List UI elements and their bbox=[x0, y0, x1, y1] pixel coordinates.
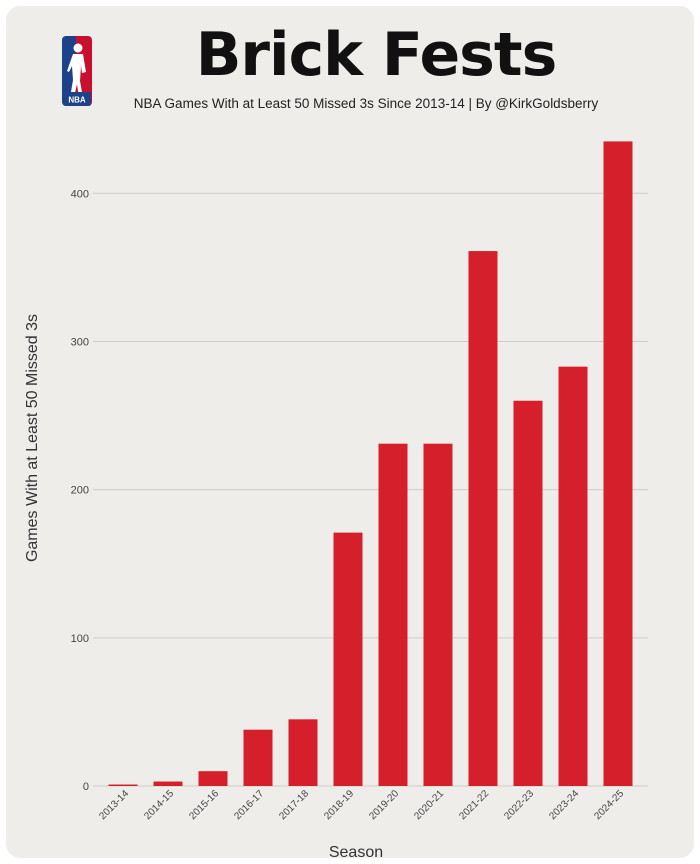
x-tick-label: 2024-25 bbox=[592, 788, 626, 822]
y-tick-labels: 0 100 200 300 400 bbox=[71, 188, 89, 793]
bars bbox=[108, 141, 633, 787]
y-axis-label: Games With at Least 50 Missed 3s bbox=[24, 314, 41, 562]
x-tick-label: 2018-19 bbox=[322, 788, 356, 822]
bar-2018-19 bbox=[333, 532, 363, 786]
x-tick-label: 2019-20 bbox=[367, 788, 401, 822]
chart-title: Brick Fests bbox=[195, 20, 558, 90]
x-tick-label: 2020-21 bbox=[412, 788, 446, 822]
bar-2019-20 bbox=[378, 443, 408, 786]
x-tick-label: 2022-23 bbox=[502, 788, 536, 822]
x-tick-label: 2014-15 bbox=[142, 788, 176, 822]
grid-lines bbox=[93, 192, 648, 787]
bar-2022-23 bbox=[513, 400, 543, 786]
x-axis-label: Season bbox=[329, 844, 383, 861]
x-tick-label: 2017-18 bbox=[277, 788, 311, 822]
bar-2024-25 bbox=[603, 141, 633, 787]
x-tick-label: 2016-17 bbox=[232, 788, 266, 822]
x-tick-labels: 2013-14 2014-15 2015-16 2016-17 2017-18 2018-… bbox=[97, 788, 626, 822]
bar-2013-14 bbox=[108, 784, 138, 786]
y-tick-label: 200 bbox=[71, 485, 89, 497]
bar-2015-16 bbox=[198, 771, 228, 786]
nba-logo-text: NBA bbox=[68, 96, 86, 105]
chart-subtitle: NBA Games With at Least 50 Missed 3s Sin… bbox=[133, 96, 599, 111]
bar-2023-24 bbox=[558, 366, 588, 786]
bar-2014-15 bbox=[153, 781, 183, 786]
bar-2020-21 bbox=[423, 443, 453, 786]
x-tick-label: 2013-14 bbox=[97, 788, 131, 822]
bar-2017-18 bbox=[288, 719, 318, 786]
x-tick-label: 2015-16 bbox=[187, 788, 221, 822]
y-tick-label: 400 bbox=[71, 188, 89, 200]
nba-logo-icon: NBA bbox=[62, 36, 92, 106]
x-tick-label: 2023-24 bbox=[547, 788, 581, 822]
y-tick-label: 0 bbox=[83, 781, 89, 793]
bar-2021-22 bbox=[468, 251, 498, 787]
y-tick-label: 100 bbox=[71, 633, 89, 645]
bar-2016-17 bbox=[243, 729, 273, 786]
y-tick-label: 300 bbox=[71, 336, 89, 348]
x-tick-label: 2021-22 bbox=[457, 788, 491, 822]
